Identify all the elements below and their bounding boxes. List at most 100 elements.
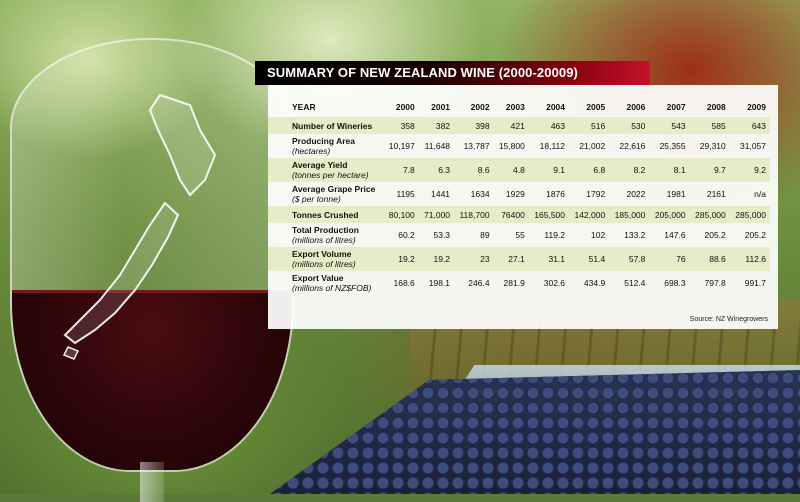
- year-cell: 2004: [546, 102, 566, 112]
- row-label: Producing Area (hectares): [268, 134, 384, 158]
- row-label: Total Production (millions of litres): [268, 223, 384, 247]
- table-cell: 463: [528, 117, 570, 134]
- table-cell: 643: [729, 117, 770, 134]
- table-cell: 205.2: [744, 230, 766, 240]
- table-cell: 9.7: [689, 158, 730, 182]
- table-cell: 21,002: [579, 141, 606, 151]
- year-cell: 2002: [470, 102, 490, 112]
- table-cell: 797.8: [704, 278, 726, 288]
- table-cell: 421: [493, 117, 529, 134]
- row-label: Export Volume (millions of litres): [268, 247, 384, 271]
- table-cell: 11,648: [424, 141, 451, 151]
- table-row: Average Grape Price ($ per tonne) 1195 1441…: [268, 182, 770, 206]
- year-header: YEAR: [292, 102, 316, 112]
- row-label: Tonnes Crushed: [268, 206, 384, 223]
- year-cell: 2006: [626, 102, 646, 112]
- table-cell: 147.6: [664, 230, 686, 240]
- table-cell: 281.9: [503, 278, 525, 288]
- row-label-text: Producing Area: [292, 136, 355, 146]
- table-header-row: YEAR 2000 2001 2002 2003 2004 2005 2006 …: [268, 97, 770, 117]
- table-cell: 6.8: [569, 158, 610, 182]
- table-cell: 285,000: [689, 206, 730, 223]
- table-cell: 991.7: [744, 278, 766, 288]
- page-title: SUMMARY OF NEW ZEALAND WINE (2000-20009): [267, 65, 578, 80]
- table-cell: 51.4: [569, 247, 610, 271]
- table-cell: 60.2: [398, 230, 415, 240]
- table-cell: 8.1: [649, 158, 690, 182]
- table-cell: 165,500: [528, 206, 570, 223]
- title-banner: SUMMARY OF NEW ZEALAND WINE (2000-20009): [255, 61, 650, 85]
- table-cell: 7.8: [383, 158, 419, 182]
- row-label-unit: (tonnes per hectare): [292, 170, 369, 180]
- row-label-text: Average Grape Price: [292, 184, 376, 194]
- table-cell: 382: [418, 117, 455, 134]
- table-cell: 1634: [470, 189, 490, 199]
- row-label-text: Tonnes Crushed: [292, 209, 359, 220]
- table-cell: 1195: [396, 189, 415, 199]
- table-row: Tonnes Crushed 80,100 71,000 118,700 76400 16…: [268, 206, 770, 223]
- table-cell: 13,787: [463, 141, 490, 151]
- table-row: Number of Wineries 358 382 398 421 463 516 530 5…: [268, 117, 770, 134]
- row-label: Number of Wineries: [268, 117, 384, 134]
- row-label-text: Export Volume: [292, 249, 352, 259]
- row-label-text: Average Yield: [292, 160, 348, 170]
- table-cell: 1876: [546, 189, 566, 199]
- table-cell: 185,000: [609, 206, 650, 223]
- table-cell: 6.3: [418, 158, 455, 182]
- table-cell: 2161: [706, 189, 726, 199]
- wine-glass: [10, 38, 294, 472]
- year-cell: 2000: [395, 102, 415, 112]
- table-cell: 112.6: [729, 247, 770, 271]
- year-cell: 2001: [431, 102, 451, 112]
- table-cell: 31.1: [528, 247, 570, 271]
- table-cell: 205.2: [704, 230, 726, 240]
- table-cell: 88.6: [689, 247, 730, 271]
- table-cell: 119.2: [544, 230, 566, 240]
- wine-glass-stem: [140, 462, 164, 502]
- table-cell: 118,700: [454, 206, 494, 223]
- table-cell: 398: [454, 117, 494, 134]
- table-cell: 31,057: [740, 141, 766, 151]
- row-label-unit: (hectares): [292, 146, 331, 156]
- table-cell: 198.1: [428, 278, 451, 288]
- table-cell: 8.6: [454, 158, 494, 182]
- table-cell: 2022: [626, 189, 646, 199]
- table-cell: 55: [515, 230, 525, 240]
- row-label-text: Total Production: [292, 225, 359, 235]
- table-cell: 102: [591, 230, 606, 240]
- table-cell: 168.6: [393, 278, 415, 288]
- table-cell: 76: [649, 247, 690, 271]
- table-cell: 1929: [505, 189, 525, 199]
- table-cell: 133.2: [624, 230, 646, 240]
- table-cell: 585: [689, 117, 730, 134]
- row-label-unit: (millions of litres): [292, 235, 356, 245]
- table-cell: 1981: [666, 189, 686, 199]
- table-cell: 53.3: [433, 230, 451, 240]
- table-cell: 89: [480, 230, 490, 240]
- table-cell: 543: [649, 117, 690, 134]
- source-note: Source: NZ Winegrowers: [689, 316, 768, 323]
- table-cell: 530: [609, 117, 650, 134]
- table-cell: 512.4: [624, 278, 646, 288]
- year-cell: 2007: [666, 102, 686, 112]
- year-cell: 2009: [747, 102, 766, 112]
- row-label: Export Value (millions of NZ$FOB): [268, 271, 384, 295]
- table-cell: 15,800: [498, 141, 525, 151]
- table-cell: 205,000: [649, 206, 690, 223]
- table-cell: 19.2: [418, 247, 455, 271]
- table-cell: 8.2: [609, 158, 650, 182]
- new-zealand-map-outline: [62, 93, 217, 360]
- table-cell: 22,616: [619, 141, 646, 151]
- table-cell: 10,197: [388, 141, 415, 151]
- row-label-text: Number of Wineries: [292, 120, 373, 131]
- row-label: Average Grape Price ($ per tonne): [268, 182, 384, 206]
- table-cell: 358: [383, 117, 419, 134]
- table-cell: 19.2: [383, 247, 419, 271]
- table-cell: n/a: [754, 189, 766, 199]
- table-cell: 1792: [586, 189, 606, 199]
- table-cell: 76400: [493, 206, 529, 223]
- table-cell: 285,000: [729, 206, 770, 223]
- table-row: Export Value (millions of NZ$FOB) 168.6 198…: [268, 271, 770, 295]
- red-wine: [12, 290, 292, 470]
- table-cell: 71,000: [418, 206, 455, 223]
